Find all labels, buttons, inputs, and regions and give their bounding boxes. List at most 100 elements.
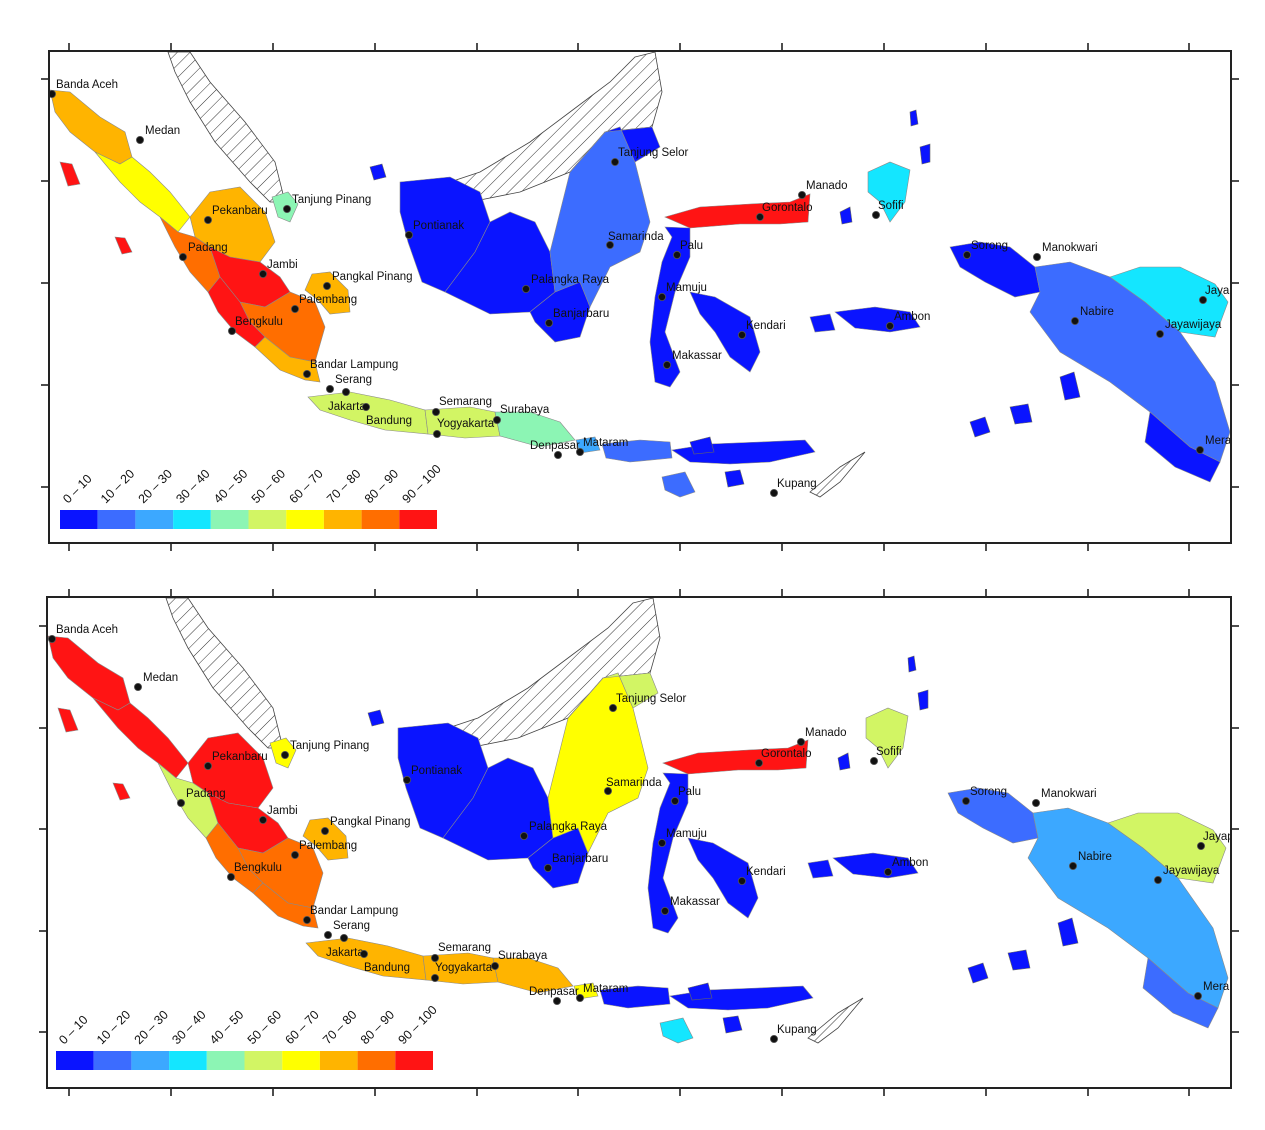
- foreign-land-borneo-north: [416, 598, 661, 749]
- small-island: [1009, 403, 1033, 425]
- legend-swatch: [399, 510, 437, 529]
- city-label: Bengkulu: [234, 862, 282, 874]
- foreign-land-malaya: [165, 598, 284, 749]
- city-marker: [203, 761, 212, 770]
- small-island: [907, 655, 917, 673]
- city-label: Medan: [143, 672, 178, 684]
- region-sul-main: [649, 226, 691, 388]
- city-label: Medan: [145, 125, 180, 137]
- city-marker: [1033, 252, 1042, 261]
- city-marker: [134, 683, 143, 692]
- city-marker: [402, 775, 411, 784]
- city-marker: [738, 330, 747, 339]
- legend-label: 50 – 60: [249, 467, 288, 506]
- city-label: Bandung: [366, 415, 412, 427]
- legend-swatch: [173, 510, 211, 529]
- city-label: Denpasar: [530, 440, 580, 452]
- city-label: Jayapura: [1203, 831, 1230, 843]
- city-label: Palangka Raya: [531, 274, 610, 286]
- city-label: Jakarta: [326, 947, 364, 959]
- city-marker: [492, 415, 501, 424]
- city-label: Padang: [186, 788, 226, 800]
- legend-swatch: [286, 510, 324, 529]
- city-marker: [323, 930, 332, 939]
- region-aceh: [50, 89, 133, 165]
- city-label: Banda Aceh: [56, 624, 118, 636]
- city-label: Kendari: [746, 866, 786, 878]
- region-sul-se: [689, 291, 761, 373]
- region-maluku-north: [865, 707, 909, 769]
- city-label: Manokwari: [1042, 242, 1098, 254]
- region-nias: [59, 161, 81, 187]
- city-label: Bandar Lampung: [310, 905, 398, 917]
- city-label: Merauke: [1205, 435, 1230, 447]
- legend-swatch: [56, 1051, 94, 1070]
- city-marker: [673, 250, 682, 259]
- small-island: [687, 982, 713, 1001]
- foreign-land-borneo-north: [418, 52, 663, 203]
- city-label: Semarang: [438, 942, 491, 954]
- city-label: Tanjung Pinang: [292, 194, 371, 206]
- city-label: Jakarta: [328, 401, 366, 413]
- small-island: [839, 206, 853, 225]
- city-marker: [290, 850, 299, 859]
- city-marker: [770, 1034, 779, 1043]
- region-lampung: [252, 882, 319, 929]
- city-label: Bandung: [364, 962, 410, 974]
- city-marker: [341, 387, 350, 396]
- region-sumut: [92, 697, 189, 779]
- small-island: [919, 143, 931, 165]
- city-marker: [521, 284, 530, 293]
- small-island: [1007, 949, 1031, 971]
- city-label: Gorontalo: [762, 202, 813, 214]
- city-label: Serang: [335, 374, 372, 386]
- region-sul-north: [662, 739, 809, 775]
- city-label: Nabire: [1078, 851, 1112, 863]
- city-marker: [258, 269, 267, 278]
- small-island: [724, 469, 745, 488]
- city-label: Samarinda: [606, 777, 662, 789]
- city-marker: [1194, 991, 1203, 1000]
- city-label: Samarinda: [608, 231, 664, 243]
- city-label: Padang: [188, 242, 228, 254]
- city-marker: [203, 215, 212, 224]
- city-marker: [576, 447, 585, 456]
- legend-label: 40 – 50: [207, 1008, 246, 1047]
- legend-swatch: [93, 1051, 132, 1070]
- city-marker: [1156, 329, 1165, 338]
- city-marker: [738, 876, 747, 885]
- region-papua-south: [1144, 411, 1221, 483]
- region-mentawai: [112, 782, 131, 801]
- legend-swatch: [206, 1051, 245, 1070]
- city-marker: [884, 867, 893, 876]
- city-label: Bengkulu: [235, 316, 283, 328]
- legend-swatch: [248, 510, 287, 529]
- city-marker: [661, 906, 670, 915]
- foreign-land-malaya: [167, 52, 286, 203]
- small-island: [367, 709, 385, 727]
- city-marker: [290, 304, 299, 313]
- city-label: Kendari: [746, 320, 786, 332]
- city-label: Surabaya: [498, 950, 548, 962]
- legend-label: 70 – 80: [320, 1008, 359, 1047]
- city-marker: [1197, 841, 1206, 850]
- city-label: Sofifi: [876, 746, 902, 758]
- city-marker: [552, 996, 561, 1005]
- city-label: Jayawijaya: [1163, 865, 1220, 877]
- legend-swatch: [244, 1051, 283, 1070]
- city-label: Jambi: [267, 259, 298, 271]
- city-marker: [178, 252, 187, 261]
- city-label: Bandar Lampung: [310, 359, 398, 371]
- city-marker: [404, 230, 413, 239]
- city-label: Sorong: [970, 786, 1007, 798]
- city-label: Palu: [678, 786, 701, 798]
- city-label: Ambon: [894, 311, 930, 323]
- region-jawa-east: [494, 411, 576, 448]
- city-marker: [756, 212, 765, 221]
- city-label: Makassar: [670, 896, 720, 908]
- city-marker: [302, 915, 311, 924]
- legend-swatch: [210, 510, 249, 529]
- legend-label: 70 – 80: [324, 467, 363, 506]
- city-label: Denpasar: [529, 986, 579, 998]
- city-label: Pangkal Pinang: [332, 271, 413, 283]
